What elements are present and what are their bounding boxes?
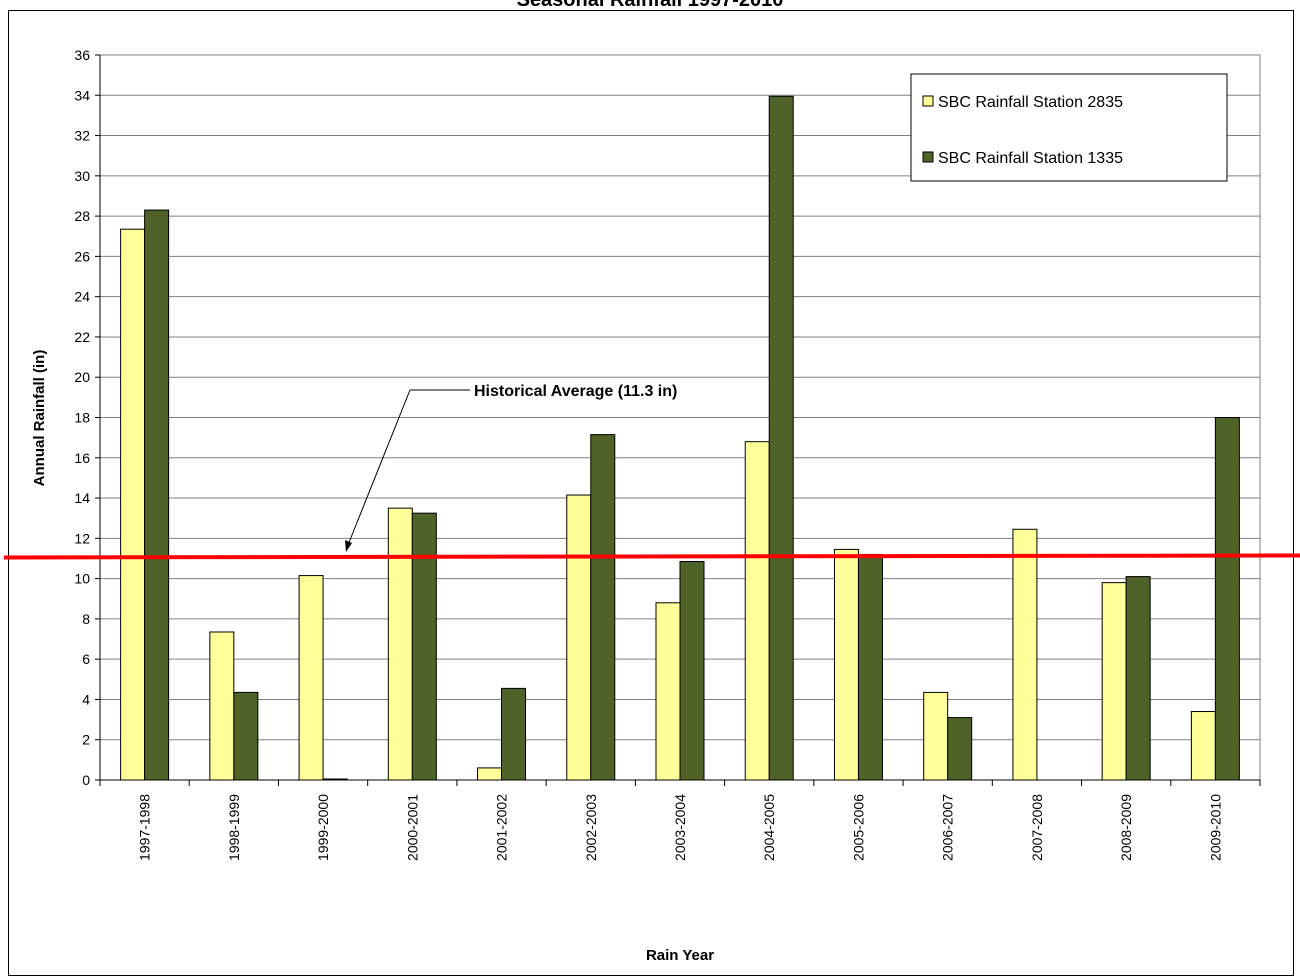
bar-station-2835-2004-2005 bbox=[744, 441, 770, 781]
legend: SBC Rainfall Station 2835 SBC Rainfall St… bbox=[910, 73, 1228, 182]
chart-frame bbox=[8, 10, 1294, 976]
x-tick-label: 2008-2009 bbox=[1118, 794, 1134, 861]
x-tick-label: 2000-2001 bbox=[404, 794, 420, 861]
x-tick-label: 2005-2006 bbox=[850, 794, 866, 861]
y-tick-label: 34 bbox=[74, 87, 90, 103]
x-tick-label: 2003-2004 bbox=[672, 794, 688, 861]
y-tick-label: 32 bbox=[74, 128, 90, 144]
bar-station-1335-2006-2007 bbox=[947, 717, 973, 781]
bar-station-2835-1997-1998 bbox=[120, 228, 146, 781]
y-tick-label: 24 bbox=[74, 289, 90, 305]
historical-average-annotation: Historical Average (11.3 in) bbox=[345, 383, 677, 552]
y-tick-label: 20 bbox=[74, 369, 90, 385]
axes bbox=[95, 54, 1261, 786]
x-tick-label: 1998-1999 bbox=[226, 794, 242, 861]
y-tick-label: 14 bbox=[74, 490, 90, 506]
annotation-label: Historical Average (11.3 in) bbox=[474, 383, 677, 400]
x-axis-label: Rain Year bbox=[646, 947, 714, 964]
bar-station-2835-2007-2008 bbox=[1012, 528, 1038, 781]
bar-station-2835-1998-1999 bbox=[209, 631, 235, 781]
x-tick-label: 2002-2003 bbox=[583, 794, 599, 861]
bar-station-1335-1997-1998 bbox=[144, 209, 170, 781]
y-tick-label: 22 bbox=[74, 329, 90, 345]
x-tick-labels: 1997-1998 1998-1999 1999-2000 2000-2001 2001… bbox=[137, 794, 1224, 861]
bar-station-1335-2000-2001 bbox=[411, 512, 437, 781]
annotation-arrow bbox=[345, 389, 411, 551]
y-axis-label: Annual Rainfall (in) bbox=[31, 350, 48, 487]
bar-station-1335-2008-2009 bbox=[1125, 576, 1151, 781]
chart-title: Seasonal Rainfall 1997-2010 bbox=[517, 0, 784, 11]
bar-station-1335-2004-2005 bbox=[768, 95, 794, 781]
legend-label: SBC Rainfall Station 1335 bbox=[938, 150, 1123, 167]
y-tick-label: 26 bbox=[74, 248, 90, 264]
y-tick-label: 36 bbox=[74, 47, 90, 63]
y-tick-label: 8 bbox=[82, 611, 90, 627]
bar-station-2835-2001-2002 bbox=[477, 767, 503, 781]
bar-station-2835-2000-2001 bbox=[387, 507, 413, 781]
bar-station-1335-2009-2010 bbox=[1214, 417, 1240, 781]
bar-station-1335-2002-2003 bbox=[590, 434, 616, 781]
x-tick-label: 1999-2000 bbox=[315, 794, 331, 861]
x-tick-label: 2004-2005 bbox=[761, 794, 777, 861]
historical-average-line bbox=[3, 553, 1300, 560]
arrowhead-icon bbox=[345, 540, 352, 552]
y-tick-label: 16 bbox=[74, 450, 90, 466]
y-tick-label: 6 bbox=[82, 651, 90, 667]
x-tick-label: 2001-2002 bbox=[494, 794, 510, 861]
bar-station-1335-2003-2004 bbox=[679, 560, 705, 781]
x-tick-label: 2006-2007 bbox=[940, 794, 956, 861]
y-tick-label: 2 bbox=[82, 732, 90, 748]
bar-station-2835-1999-2000 bbox=[298, 575, 324, 781]
bar-station-1335-2005-2006 bbox=[857, 553, 883, 781]
x-tick-label: 1997-1998 bbox=[137, 794, 153, 861]
bar-station-2835-2003-2004 bbox=[655, 602, 681, 781]
y-tick-label: 18 bbox=[74, 410, 90, 426]
x-tick-label: 2007-2008 bbox=[1029, 794, 1045, 861]
historical-average-line-stroke bbox=[3, 553, 1300, 560]
x-tick-label: 2009-2010 bbox=[1207, 794, 1223, 861]
bar-station-1335-2001-2002 bbox=[501, 687, 527, 781]
y-tick-label: 0 bbox=[82, 772, 90, 788]
bar-station-2835-2008-2009 bbox=[1101, 582, 1127, 781]
y-tick-label: 12 bbox=[74, 530, 90, 546]
legend-swatch bbox=[922, 95, 934, 107]
y-tick-label: 30 bbox=[74, 168, 90, 184]
y-tick-label: 4 bbox=[82, 691, 90, 707]
y-tick-label: 28 bbox=[74, 208, 90, 224]
bar-station-2835-2005-2006 bbox=[833, 548, 859, 781]
bar-station-2835-2002-2003 bbox=[566, 494, 592, 781]
legend-box bbox=[910, 73, 1228, 182]
legend-swatch bbox=[922, 151, 934, 163]
bar-station-2835-2009-2010 bbox=[1190, 711, 1216, 781]
y-tick-label: 10 bbox=[74, 571, 90, 587]
bar-station-1335-1998-1999 bbox=[233, 691, 259, 781]
bar-station-2835-2006-2007 bbox=[923, 691, 949, 781]
legend-label: SBC Rainfall Station 2835 bbox=[938, 94, 1123, 111]
bars bbox=[120, 95, 1240, 781]
